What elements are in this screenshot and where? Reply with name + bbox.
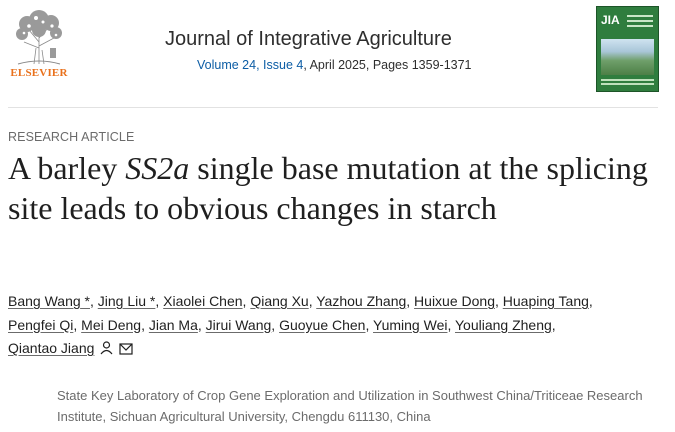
author-name: Huixue Dong [414,293,495,309]
author-name: Youliang Zheng [455,316,552,333]
author-name: Mei Deng [81,316,142,333]
author-name: Jing Liu [97,293,147,309]
person-icon [100,341,113,355]
author-name: Yazhou Zhang [316,293,407,309]
envelope-icon [119,343,134,355]
author-link[interactable]: Youliang Zheng [455,317,552,333]
volume-issue-link[interactable]: Volume 24, Issue 4 [197,58,304,72]
author-name: Bang Wang [8,293,81,309]
author-link[interactable]: Xiaolei Chen [163,293,242,309]
author-link[interactable]: Jing Liu * [98,293,156,309]
article-title: A barley SS2a single base mutation at th… [8,148,648,228]
author-mark: * [80,293,90,309]
author-link[interactable]: Pengfei Qi [8,317,73,333]
cover-jia-label: JIA [601,13,620,27]
author-link[interactable]: Qiang Xu [250,293,308,309]
author-affiliation: State Key Laboratory of Crop Gene Explor… [57,388,643,424]
cover-landscape-image [601,39,654,75]
author-name: Qiantao Jiang [8,340,95,356]
author-link[interactable]: Bang Wang * [8,293,90,309]
article-type-label: RESEARCH ARTICLE [8,130,135,144]
author-link[interactable]: Huaping Tang [503,293,589,309]
volume-line: Volume 24, Issue 4, April 2025, Pages 13… [197,58,472,72]
elsevier-tree-logo-icon [12,8,66,66]
title-gene-name: SS2a [125,150,190,186]
title-text-end: single base mutation at the splicing sit… [8,150,648,226]
author-name: Jian Ma [148,316,198,333]
author-link[interactable]: Yuming Wei [373,317,447,333]
author-name: Jirui Wang [205,316,272,333]
author-name: Yuming Wei [373,316,448,333]
author-name: Xiaolei Chen [163,293,243,309]
journal-title-link[interactable]: Journal of Integrative Agriculture [165,28,452,50]
author-name: Huaping Tang [502,293,589,309]
journal-cover-thumbnail[interactable]: JIA [596,6,659,92]
author-link-corresponding[interactable]: Qiantao Jiang [8,340,134,356]
title-text-start: A barley [8,150,126,186]
header-divider [8,107,658,108]
elsevier-wordmark: ELSEVIER [10,67,68,79]
author-mark: * [146,293,156,309]
author-link[interactable]: Guoyue Chen [279,317,365,333]
cover-text-lines [627,15,653,30]
issue-date-pages: , April 2025, Pages 1359-1371 [303,58,472,72]
author-list: Bang Wang *, Jing Liu *, Xiaolei Chen, Q… [8,293,593,356]
author-name: Pengfei Qi [8,316,74,333]
author-name: Qiang Xu [250,293,309,309]
author-link[interactable]: Huixue Dong [414,293,495,309]
elsevier-logo[interactable]: ELSEVIER [8,8,70,92]
author-link[interactable]: Yazhou Zhang [316,293,406,309]
journal-header: ELSEVIER Journal of Integrative Agricult… [0,0,675,104]
author-link[interactable]: Jirui Wang [206,317,272,333]
author-name: Guoyue Chen [279,316,366,333]
author-link[interactable]: Jian Ma [149,317,198,333]
author-link[interactable]: Mei Deng [81,317,141,333]
cover-footer-lines [601,79,654,87]
